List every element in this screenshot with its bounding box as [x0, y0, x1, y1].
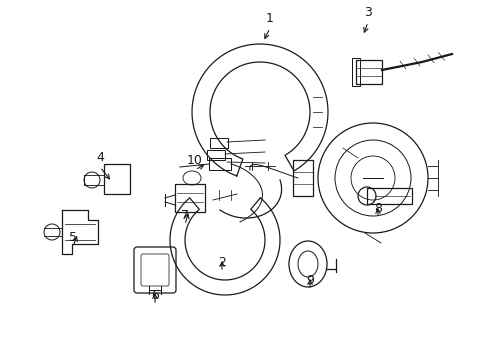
Text: 4: 4: [96, 151, 104, 164]
Text: 9: 9: [305, 274, 313, 287]
Bar: [366, 188, 411, 204]
Text: 1: 1: [265, 12, 273, 25]
Text: 5: 5: [69, 231, 77, 244]
Bar: [206, 150, 224, 160]
Text: 6: 6: [151, 289, 159, 302]
Bar: [104, 164, 130, 194]
Text: 8: 8: [373, 202, 381, 215]
Bar: [208, 158, 230, 170]
Text: 3: 3: [364, 6, 371, 19]
Bar: [355, 60, 381, 84]
Bar: [292, 160, 312, 196]
Bar: [209, 138, 227, 148]
Bar: [175, 184, 204, 212]
Text: 2: 2: [218, 256, 225, 269]
Text: 7: 7: [181, 209, 189, 222]
Bar: [351, 58, 359, 86]
Text: 10: 10: [187, 154, 203, 167]
